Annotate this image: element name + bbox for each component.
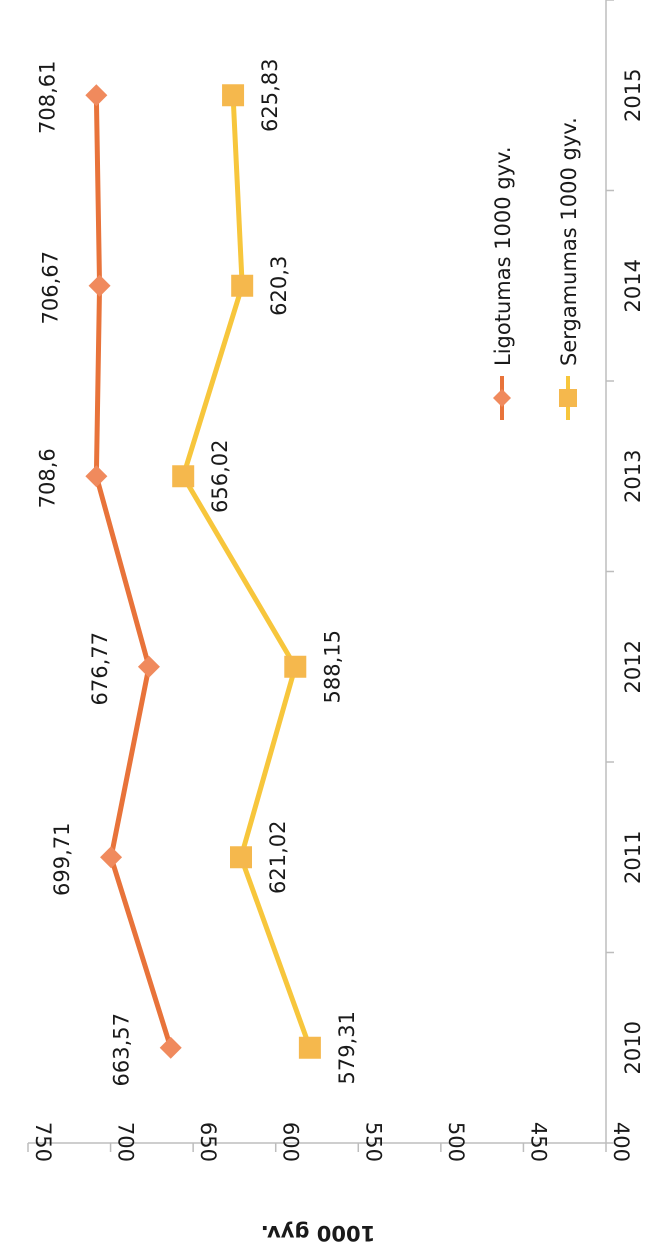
value-axis-title: 1000 gyv.	[261, 1221, 375, 1245]
series-group	[85, 84, 321, 1059]
data-point	[85, 465, 108, 488]
category-tick-label: 2014	[621, 259, 645, 312]
data-label: 706,67	[39, 251, 63, 324]
category-tick-label: 2011	[621, 831, 645, 884]
value-axis-ticks: 400 450 500 550 600 650 700 750	[27, 1122, 633, 1162]
legend: Ligotumas 1000 gyv. Sergamumas 1000 gyv.	[491, 117, 581, 420]
data-label: 699,71	[50, 823, 74, 896]
category-tick-label: 2013	[621, 450, 645, 503]
data-label: 676,77	[88, 632, 112, 705]
category-tick-label: 2012	[621, 640, 645, 693]
series-line	[93, 95, 174, 1049]
data-point	[284, 655, 307, 678]
data-point	[85, 84, 108, 107]
value-tick-label: 400	[609, 1122, 633, 1162]
value-tick-label: 750	[31, 1122, 55, 1162]
data-label: 663,57	[110, 1013, 134, 1086]
legend-label: Ligotumas 1000 gyv.	[491, 146, 515, 366]
data-point	[100, 846, 123, 869]
data-label: 588,15	[320, 630, 344, 703]
data-label: 656,02	[208, 440, 232, 513]
value-tick-label: 550	[361, 1122, 385, 1162]
value-tick-label: 600	[279, 1122, 303, 1162]
data-point	[159, 1036, 182, 1059]
legend-label: Sergamumas 1000 gyv.	[557, 117, 581, 366]
data-label: 708,61	[35, 61, 59, 134]
data-label: 579,31	[335, 1011, 359, 1084]
data-label: 708,6	[35, 448, 59, 508]
data-point	[137, 655, 160, 678]
data-point	[298, 1036, 321, 1059]
data-labels: 663,57 699,71 676,77 708,6 706,67 708,61 579,3…	[35, 59, 359, 1087]
data-point	[231, 274, 254, 297]
series-line	[180, 95, 313, 1049]
legend-marker	[559, 389, 577, 407]
data-point	[230, 846, 253, 869]
data-label: 621,02	[266, 821, 290, 894]
data-point	[172, 465, 195, 488]
category-tick-label: 2010	[621, 1021, 645, 1074]
legend-marker	[493, 389, 511, 407]
value-tick-label: 700	[114, 1122, 138, 1162]
data-point	[222, 84, 245, 107]
value-tick-label: 450	[526, 1122, 550, 1162]
data-label: 620,3	[267, 256, 291, 316]
value-tick-label: 650	[196, 1122, 220, 1162]
category-axis-ticks: 2010 2011 2012 2013 2014 2015	[606, 0, 645, 1144]
value-tick-label: 500	[444, 1122, 468, 1162]
data-label: 625,83	[258, 59, 282, 132]
data-point	[88, 274, 111, 297]
category-tick-label: 2015	[621, 69, 645, 122]
